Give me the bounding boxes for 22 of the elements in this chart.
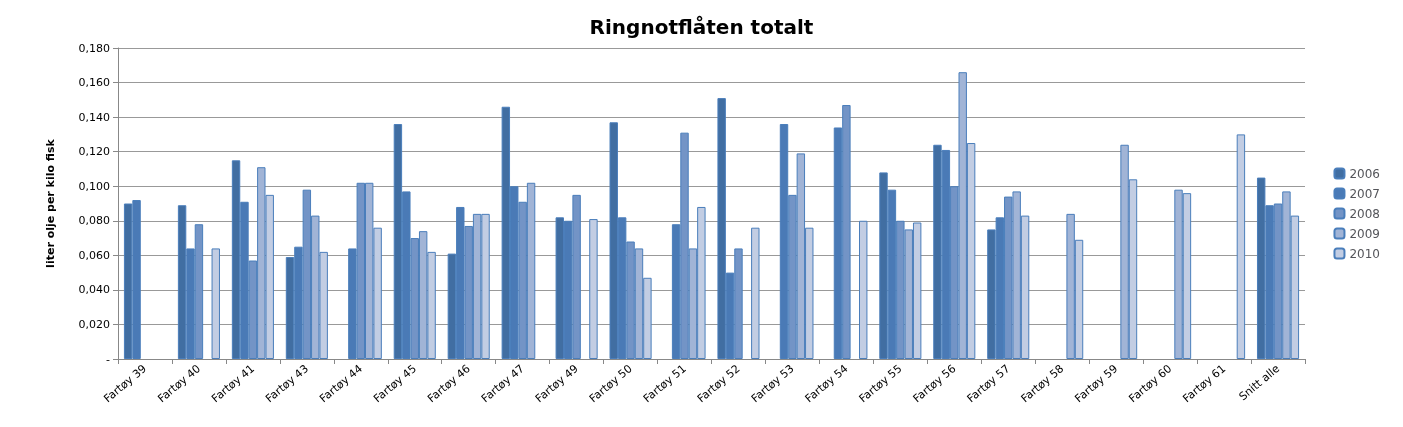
legend-label: 2010 xyxy=(1349,246,1381,261)
y-tick-label: 0,160 xyxy=(78,76,110,90)
chart-title: Ringnotflåten totalt xyxy=(589,15,814,39)
bar xyxy=(751,227,760,359)
bar xyxy=(589,219,598,359)
legend-label: 2009 xyxy=(1349,226,1381,241)
legend-label: 2006 xyxy=(1349,166,1381,181)
bar xyxy=(1236,134,1246,359)
bar xyxy=(211,248,220,359)
y-axis-title: liter olje per kilo fisk xyxy=(44,138,57,268)
y-tick-label: 0,140 xyxy=(78,110,110,124)
y-tick-label: 0,060 xyxy=(78,248,110,262)
y-tick-label: 0,040 xyxy=(78,283,110,297)
legend-label: 2007 xyxy=(1349,186,1381,201)
y-tick-label: 0,100 xyxy=(78,179,110,193)
bar xyxy=(859,220,868,359)
y-tick-label: 0,020 xyxy=(78,317,110,331)
y-tick-label: 0,080 xyxy=(78,214,110,228)
y-tick-label: - xyxy=(106,352,111,366)
y-tick-label: 0,180 xyxy=(78,41,110,55)
legend-label: 2008 xyxy=(1349,206,1381,221)
y-tick-label: 0,120 xyxy=(78,145,110,159)
